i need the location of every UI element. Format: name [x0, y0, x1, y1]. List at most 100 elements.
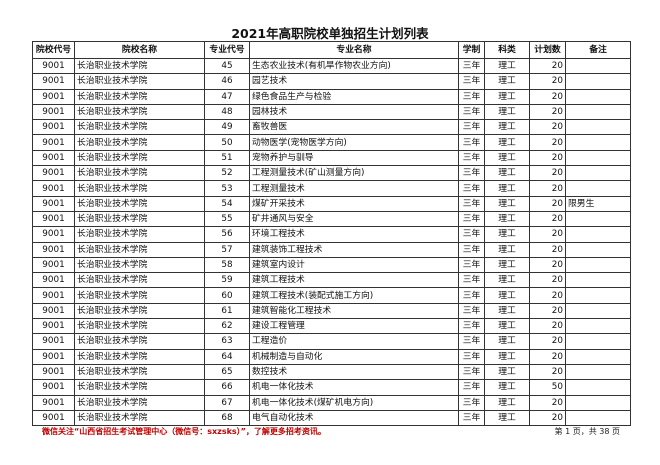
cell-major-code: 59	[204, 272, 250, 289]
cell-major-name: 建筑智能化工程技术	[249, 302, 459, 320]
table-row: 9001 长治职业技术学院 64 机械制造与自动化 三年 理工 20	[32, 348, 631, 365]
cell-category: 理工	[484, 226, 530, 243]
cell-notes	[565, 103, 631, 121]
cell-notes	[565, 226, 631, 243]
cell-school-code: 9001	[32, 119, 75, 136]
cell-plan-count: 20	[529, 348, 566, 365]
header-school-code: 院校代号	[32, 41, 75, 59]
table-row: 9001 长治职业技术学院 53 工程测量技术 三年 理工 20	[32, 180, 631, 197]
cell-duration: 三年	[458, 272, 485, 289]
cell-school-name: 长治职业技术学院	[74, 103, 205, 121]
cell-major-code: 53	[204, 180, 250, 197]
cell-school-name: 长治职业技术学院	[74, 119, 205, 136]
cell-category: 理工	[484, 241, 530, 258]
table-row: 9001 长治职业技术学院 58 建筑室内设计 三年 理工 20	[32, 256, 631, 274]
table-header-row: 院校代号 院校名称 专业代号 专业名称 学制 科类 计划数 备注	[32, 41, 631, 59]
cell-duration: 三年	[458, 348, 485, 365]
cell-plan-count: 20	[529, 119, 566, 136]
cell-notes	[565, 210, 631, 228]
cell-duration: 三年	[458, 119, 485, 136]
cell-notes	[565, 149, 631, 167]
cell-school-name: 长治职业技术学院	[74, 348, 205, 365]
cell-plan-count: 20	[529, 394, 566, 411]
table-row: 9001 长治职业技术学院 54 煤矿开采技术 三年 理工 20 限男生	[32, 195, 631, 212]
cell-school-code: 9001	[32, 149, 75, 167]
cell-duration: 三年	[458, 394, 485, 411]
cell-notes	[565, 119, 631, 136]
cell-major-name: 绿色食品生产与检验	[249, 88, 459, 105]
cell-plan-count: 20	[529, 165, 566, 182]
cell-duration: 三年	[458, 241, 485, 258]
cell-school-code: 9001	[32, 57, 75, 75]
cell-major-name: 建筑装饰工程技术	[249, 241, 459, 258]
cell-major-name: 工程测量技术(矿山测量方向)	[249, 165, 459, 182]
cell-school-code: 9001	[32, 256, 75, 274]
table-row: 9001 长治职业技术学院 55 矿井通风与安全 三年 理工 20	[32, 210, 631, 228]
cell-school-name: 长治职业技术学院	[74, 363, 205, 381]
cell-school-name: 长治职业技术学院	[74, 409, 205, 427]
cell-plan-count: 20	[529, 226, 566, 243]
cell-plan-count: 20	[529, 409, 566, 427]
cell-major-name: 建筑工程技术(装配式施工方向)	[249, 287, 459, 304]
cell-duration: 三年	[458, 409, 485, 427]
cell-notes	[565, 287, 631, 304]
cell-category: 理工	[484, 149, 530, 167]
cell-major-code: 54	[204, 195, 250, 212]
table-row: 9001 长治职业技术学院 45 生态农业技术(有机旱作物农业方向) 三年 理工 20	[32, 57, 631, 75]
cell-major-name: 园林技术	[249, 103, 459, 121]
cell-duration: 三年	[458, 149, 485, 167]
header-plan-count: 计划数	[529, 41, 566, 59]
header-notes: 备注	[565, 41, 631, 59]
cell-major-name: 园艺技术	[249, 73, 459, 90]
cell-major-name: 机械制造与自动化	[249, 348, 459, 365]
cell-notes: 限男生	[565, 195, 631, 212]
cell-duration: 三年	[458, 57, 485, 75]
table-row: 9001 长治职业技术学院 51 宠物养护与驯导 三年 理工 20	[32, 149, 631, 167]
cell-school-name: 长治职业技术学院	[74, 88, 205, 105]
cell-school-code: 9001	[32, 73, 75, 90]
cell-duration: 三年	[458, 318, 485, 335]
cell-category: 理工	[484, 256, 530, 274]
cell-plan-count: 20	[529, 318, 566, 335]
table-row: 9001 长治职业技术学院 48 园林技术 三年 理工 20	[32, 103, 631, 121]
cell-school-name: 长治职业技术学院	[74, 180, 205, 197]
cell-category: 理工	[484, 57, 530, 75]
header-category: 科类	[484, 41, 530, 59]
cell-major-name: 动物医学(宠物医学方向)	[249, 134, 459, 151]
cell-duration: 三年	[458, 226, 485, 243]
cell-major-code: 50	[204, 134, 250, 151]
cell-school-code: 9001	[32, 195, 75, 212]
cell-plan-count: 20	[529, 256, 566, 274]
cell-notes	[565, 272, 631, 289]
cell-school-name: 长治职业技术学院	[74, 149, 205, 167]
cell-plan-count: 20	[529, 180, 566, 197]
cell-category: 理工	[484, 119, 530, 136]
cell-notes	[565, 57, 631, 75]
cell-notes	[565, 348, 631, 365]
cell-school-code: 9001	[32, 272, 75, 289]
cell-major-code: 67	[204, 394, 250, 411]
cell-school-name: 长治职业技术学院	[74, 241, 205, 258]
cell-major-code: 51	[204, 149, 250, 167]
cell-notes	[565, 256, 631, 274]
cell-category: 理工	[484, 379, 530, 396]
cell-major-code: 61	[204, 302, 250, 320]
cell-school-code: 9001	[32, 165, 75, 182]
cell-major-name: 宠物养护与驯导	[249, 149, 459, 167]
cell-major-name: 建筑室内设计	[249, 256, 459, 274]
table-row: 9001 长治职业技术学院 49 畜牧兽医 三年 理工 20	[32, 119, 631, 136]
cell-major-name: 机电一体化技术(煤矿机电方向)	[249, 394, 459, 411]
cell-category: 理工	[484, 363, 530, 381]
cell-plan-count: 20	[529, 134, 566, 151]
cell-notes	[565, 302, 631, 320]
cell-major-name: 畜牧兽医	[249, 119, 459, 136]
cell-category: 理工	[484, 348, 530, 365]
cell-category: 理工	[484, 318, 530, 335]
cell-duration: 三年	[458, 379, 485, 396]
enrollment-plan-table: 院校代号 院校名称 专业代号 专业名称 学制 科类 计划数 备注 9001 长治职…	[32, 41, 631, 427]
cell-school-code: 9001	[32, 134, 75, 151]
cell-notes	[565, 409, 631, 427]
cell-school-name: 长治职业技术学院	[74, 134, 205, 151]
cell-plan-count: 50	[529, 379, 566, 396]
cell-duration: 三年	[458, 88, 485, 105]
